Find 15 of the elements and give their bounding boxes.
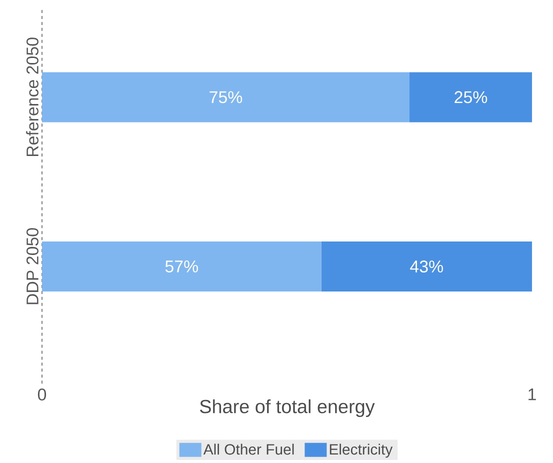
- bar: [321, 241, 532, 292]
- x-tick-label: 1: [528, 388, 536, 400]
- bar: [42, 72, 410, 122]
- bar: [410, 72, 532, 122]
- legend-label: All Other Fuel: [203, 444, 294, 455]
- y-tick-label: Reference 2050: [26, 38, 38, 156]
- data-label: 43%: [410, 260, 443, 272]
- bar: [42, 241, 322, 292]
- x-axis-title: Share of total energy: [200, 399, 375, 417]
- data-label: 57%: [165, 260, 198, 272]
- x-tick-label: 0: [38, 388, 46, 401]
- legend-label: Electricity: [330, 444, 393, 458]
- data-label: 75%: [210, 91, 242, 104]
- data-label: 25%: [454, 91, 488, 104]
- y-tick-label: DDP 2050: [26, 228, 38, 304]
